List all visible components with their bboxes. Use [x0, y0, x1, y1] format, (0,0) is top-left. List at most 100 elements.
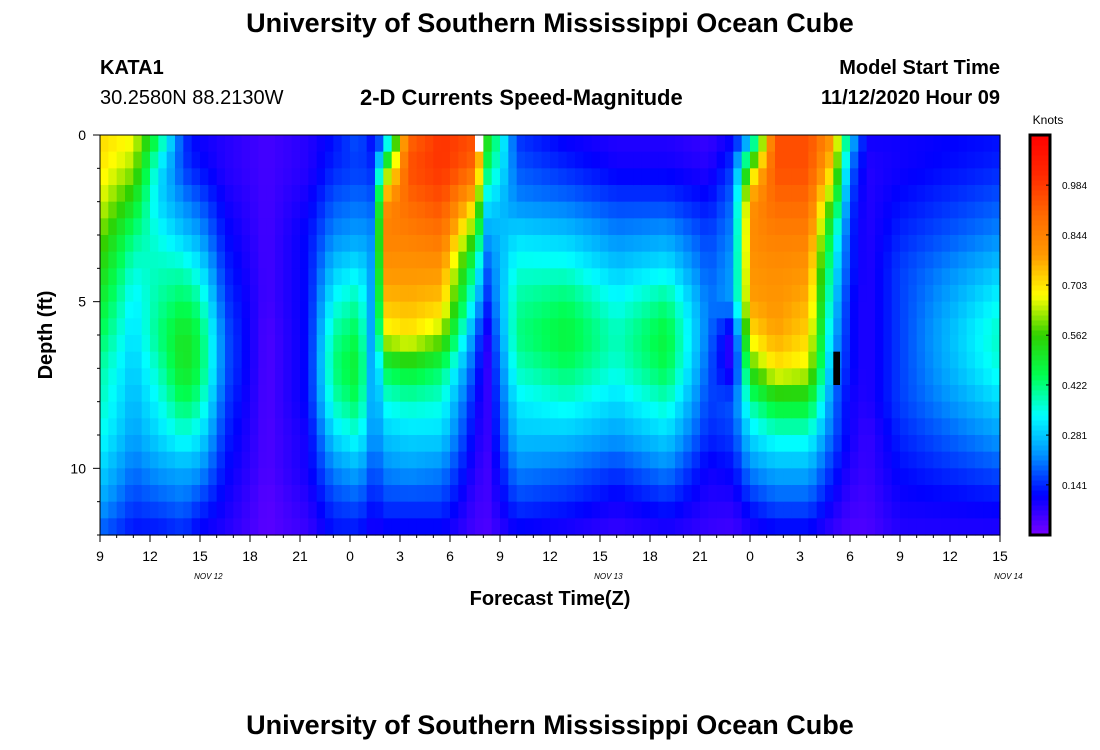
heatmap-cell: [741, 418, 751, 436]
heatmap-cell: [441, 318, 451, 336]
heatmap-cell: [425, 518, 434, 536]
heatmap-cell: [800, 418, 809, 436]
heatmap-cell: [916, 285, 926, 303]
heatmap-cell: [841, 135, 851, 153]
heatmap-cell: [200, 501, 209, 519]
heatmap-cell: [625, 185, 634, 203]
heatmap-cell: [350, 318, 359, 336]
heatmap-cell: [450, 168, 459, 186]
colorbar-segment: [1030, 175, 1050, 181]
colorbar-segment: [1030, 445, 1050, 451]
heatmap-cell: [291, 418, 301, 436]
heatmap-cell: [975, 185, 984, 203]
heatmap-cell: [608, 268, 618, 286]
heatmap-cell: [600, 385, 609, 403]
heatmap-cell: [350, 135, 359, 153]
heatmap-cell: [300, 451, 309, 469]
heatmap-cell: [100, 335, 109, 353]
heatmap-cell: [408, 335, 418, 353]
heatmap-cell: [816, 368, 826, 386]
heatmap-cell: [558, 501, 568, 519]
heatmap-cell: [216, 218, 226, 236]
heatmap-cell: [316, 301, 326, 319]
heatmap-cell: [966, 135, 976, 153]
heatmap-cell: [225, 435, 234, 453]
heatmap-cell: [341, 235, 351, 253]
heatmap-cell: [658, 385, 668, 403]
heatmap-cell: [783, 168, 793, 186]
heatmap-cell: [916, 451, 926, 469]
colorbar-segment: [1030, 480, 1050, 486]
heatmap-cell: [600, 518, 609, 536]
heatmap-cell: [600, 335, 609, 353]
heatmap-cell: [575, 385, 584, 403]
heatmap-cell: [341, 468, 351, 486]
heatmap-cell: [950, 485, 959, 503]
heatmap-cell: [166, 151, 176, 169]
heatmap-cell: [458, 518, 468, 536]
heatmap-cell: [850, 235, 859, 253]
heatmap-cell: [908, 385, 918, 403]
heatmap-cell: [783, 301, 793, 319]
colorbar-segment: [1030, 150, 1050, 156]
heatmap-cell: [775, 368, 784, 386]
heatmap-cell: [275, 268, 284, 286]
heatmap-cell: [425, 368, 434, 386]
heatmap-cell: [141, 518, 151, 536]
heatmap-cell: [666, 485, 676, 503]
heatmap-cell: [408, 285, 418, 303]
heatmap-cell: [691, 418, 701, 436]
heatmap-cell: [933, 501, 943, 519]
heatmap-cell: [291, 285, 301, 303]
heatmap-cell: [558, 485, 568, 503]
heatmap-cell: [375, 285, 384, 303]
heatmap-cell: [716, 218, 726, 236]
heatmap-cell: [941, 451, 951, 469]
heatmap-cell: [833, 135, 843, 153]
heatmap-cell: [925, 135, 934, 153]
heatmap-cell: [708, 435, 718, 453]
heatmap-cell: [950, 401, 959, 419]
heatmap-cell: [558, 451, 568, 469]
heatmap-cell: [691, 235, 701, 253]
heatmap-cell: [716, 235, 726, 253]
heatmap-cell: [908, 485, 918, 503]
colorbar-segment: [1030, 140, 1050, 146]
heatmap-cell: [416, 451, 426, 469]
colorbar-segment: [1030, 225, 1050, 231]
heatmap-cell: [483, 235, 493, 253]
heatmap-cell: [366, 401, 376, 419]
heatmap-cell: [108, 385, 118, 403]
x-axis-title: Forecast Time(Z): [470, 588, 631, 610]
colorbar-segment: [1030, 365, 1050, 371]
heatmap-cell: [616, 485, 626, 503]
heatmap-cell: [608, 218, 618, 236]
heatmap-cell: [875, 318, 884, 336]
heatmap-cell: [775, 301, 784, 319]
heatmap-cell: [433, 218, 443, 236]
heatmap-cell: [608, 318, 618, 336]
heatmap-cell: [166, 418, 176, 436]
heatmap-cell: [983, 335, 993, 353]
heatmap-cell: [325, 318, 334, 336]
heatmap-cell: [150, 318, 159, 336]
heatmap-cell: [200, 151, 209, 169]
heatmap-cell: [166, 251, 176, 269]
heatmap-cell: [416, 135, 426, 153]
heatmap-cell: [991, 401, 1001, 419]
heatmap-cell: [766, 168, 776, 186]
heatmap-cell: [900, 201, 909, 219]
heatmap-cell: [625, 485, 634, 503]
heatmap-cell: [608, 251, 618, 269]
heatmap-cell: [950, 135, 959, 153]
heatmap-cell: [533, 335, 543, 353]
heatmap-cell: [608, 168, 618, 186]
heatmap-cell: [725, 418, 734, 436]
heatmap-cell: [783, 501, 793, 519]
heatmap-cell: [808, 451, 818, 469]
heatmap-cell: [116, 151, 126, 169]
heatmap-cell: [308, 468, 318, 486]
heatmap-cell: [883, 468, 893, 486]
heatmap-cell: [358, 268, 368, 286]
